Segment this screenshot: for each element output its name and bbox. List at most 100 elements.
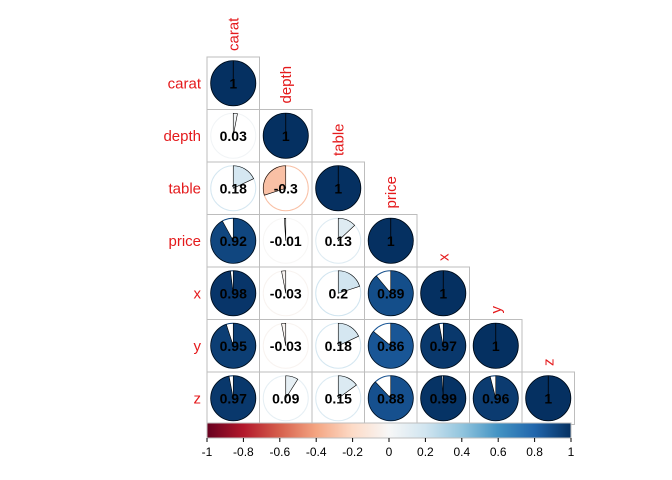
col-label-price: price xyxy=(383,176,400,209)
cell-x-depth: -0.03 xyxy=(259,266,313,320)
correlation-value: 0.13 xyxy=(325,233,352,249)
correlation-value: -0.01 xyxy=(270,233,302,249)
colorbar: -1 -0.8 -0.6 -0.4 -0.2 0 0.2 0.4 0.6 0.8 1 xyxy=(202,422,575,459)
colorbar-tick-label: 1 xyxy=(568,445,575,459)
matrix-cells: 1 0.03 1 0.18 -0.3 1 0.92 -0.01 0.13 1 0.98 -0.03 0.… xyxy=(206,56,575,425)
correlation-value: -0.3 xyxy=(274,180,298,196)
col-label-x: x xyxy=(435,253,452,261)
cell-y-price: 0.86 xyxy=(364,319,418,373)
cell-x-carat: 0.98 xyxy=(206,266,260,320)
correlation-value: -0.03 xyxy=(270,338,302,354)
pie-wedge xyxy=(367,322,414,369)
cell-depth-carat: 0.03 xyxy=(206,109,260,163)
correlation-value: 0.18 xyxy=(220,180,247,196)
correlation-value: 0.95 xyxy=(220,338,247,354)
colorbar-tick-label: -0.2 xyxy=(342,445,363,459)
correlation-value: 1 xyxy=(492,338,500,354)
cell-price-price: 1 xyxy=(364,214,418,268)
cell-x-x: 1 xyxy=(416,266,470,320)
col-label-y: y xyxy=(488,306,505,314)
cell-y-depth: -0.03 xyxy=(259,319,313,373)
pie-wedge xyxy=(232,112,238,136)
row-label-table: table xyxy=(168,180,201,197)
cell-price-carat: 0.92 xyxy=(206,214,260,268)
cell-z-table: 0.15 xyxy=(311,371,365,425)
cell-border xyxy=(259,214,313,268)
cell-x-price: 0.89 xyxy=(364,266,418,320)
pie-wedge xyxy=(210,322,257,369)
correlation-value: 1 xyxy=(229,75,237,91)
correlation-value: 0.86 xyxy=(377,338,404,354)
cell-z-carat: 0.97 xyxy=(206,371,260,425)
pie-wedge xyxy=(281,322,287,346)
cell-depth-depth: 1 xyxy=(259,109,313,163)
variable-labels: carat depth table price x y z carat depth table pr… xyxy=(163,17,557,407)
pie-wedge xyxy=(232,165,255,189)
correlation-value: 0.98 xyxy=(220,285,247,301)
colorbar-tick-label: 0.4 xyxy=(453,445,470,459)
cell-table-table: 1 xyxy=(311,161,365,215)
colorbar-gradient xyxy=(206,422,572,439)
pie-wedge xyxy=(472,375,519,422)
cell-z-z: 1 xyxy=(521,371,575,425)
pie-wedge xyxy=(337,217,356,242)
pie-wedge xyxy=(285,375,299,400)
cell-z-y: 0.96 xyxy=(469,371,523,425)
pie-wedge xyxy=(420,322,467,369)
correlation-value: 1 xyxy=(282,128,290,144)
cell-x-table: 0.2 xyxy=(311,266,365,320)
correlation-value: 0.15 xyxy=(325,390,352,406)
correlation-value: 0.92 xyxy=(220,233,247,249)
pie-wedge xyxy=(210,217,257,264)
row-label-z: z xyxy=(194,390,202,407)
correlation-value: 0.97 xyxy=(220,390,247,406)
cell-table-carat: 0.18 xyxy=(206,161,260,215)
cell-z-depth: 0.09 xyxy=(259,371,313,425)
colorbar-tick-label: -0.8 xyxy=(233,445,254,459)
pie-wedge xyxy=(337,375,357,399)
colorbar-tick-label: -0.4 xyxy=(306,445,327,459)
colorbar-tick-label: -1 xyxy=(202,445,213,459)
pie-wedge xyxy=(337,322,360,347)
row-label-y: y xyxy=(194,338,202,355)
correlation-value: -0.03 xyxy=(270,285,302,301)
correlation-value: 1 xyxy=(334,180,342,196)
correlation-value: 0.89 xyxy=(377,285,404,301)
pie-wedge xyxy=(210,375,257,422)
cell-z-price: 0.88 xyxy=(364,371,418,425)
row-label-carat: carat xyxy=(168,75,202,92)
cell-y-x: 0.97 xyxy=(416,319,470,373)
cell-price-table: 0.13 xyxy=(311,214,365,268)
correlation-value: 0.18 xyxy=(325,338,352,354)
correlation-value: 0.09 xyxy=(272,390,299,406)
cell-y-carat: 0.95 xyxy=(206,319,260,373)
correlation-value: 0.97 xyxy=(430,338,457,354)
correlation-value: 0.88 xyxy=(377,390,404,406)
correlation-value: 1 xyxy=(544,390,552,406)
correlation-value: 0.2 xyxy=(329,285,349,301)
row-label-depth: depth xyxy=(163,128,201,145)
cell-y-table: 0.18 xyxy=(311,319,365,373)
cell-carat-carat: 1 xyxy=(206,56,260,110)
pie-wedge xyxy=(210,270,257,317)
pie-wedge xyxy=(367,375,414,422)
correlation-value: 0.99 xyxy=(430,390,457,406)
col-label-table: table xyxy=(330,123,347,156)
pie-wedge xyxy=(262,165,287,196)
correlation-value: 0.96 xyxy=(482,390,509,406)
colorbar-tick-label: 0.2 xyxy=(417,445,434,459)
pie-wedge xyxy=(284,217,287,241)
pie-wedge xyxy=(367,270,414,317)
pie-wedge xyxy=(281,270,287,294)
cell-z-x: 0.99 xyxy=(416,371,470,425)
colorbar-tick-label: 0.6 xyxy=(490,445,507,459)
cell-table-depth: -0.3 xyxy=(259,161,313,215)
correlation-value: 1 xyxy=(439,285,447,301)
row-label-price: price xyxy=(168,233,201,250)
correlation-value: 0.03 xyxy=(220,128,247,144)
correlation-value: 1 xyxy=(387,233,395,249)
colorbar-tick-label: -0.6 xyxy=(269,445,290,459)
colorbar-tick-label: 0 xyxy=(386,445,393,459)
col-label-z: z xyxy=(540,359,557,367)
